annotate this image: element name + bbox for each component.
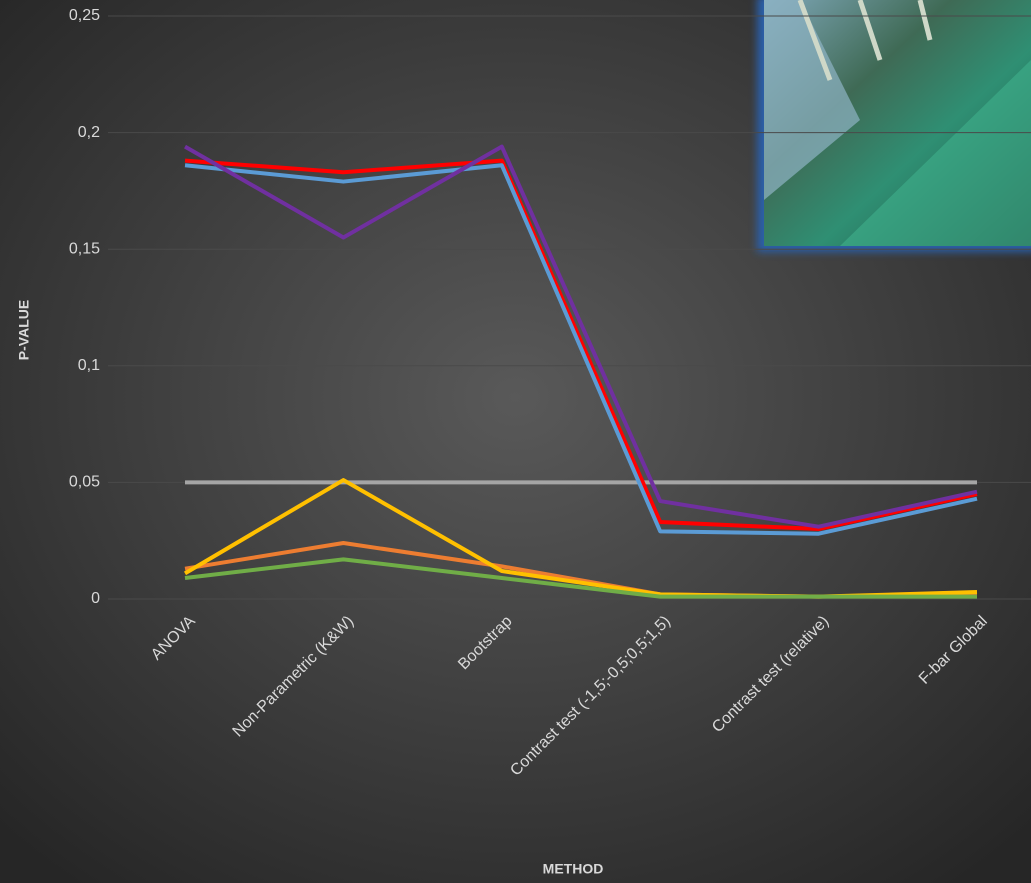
series-line bbox=[184, 144, 978, 529]
y-tick-label: 0,25 bbox=[69, 7, 100, 24]
x-axis-title: METHOD bbox=[543, 861, 604, 877]
photo-inset bbox=[757, 0, 1031, 252]
y-tick-label: 0,2 bbox=[78, 124, 100, 141]
y-tick-label: 0 bbox=[91, 590, 100, 607]
y-tick-label: 0,1 bbox=[78, 357, 100, 374]
y-tick-label: 0,05 bbox=[69, 474, 100, 491]
series-line bbox=[184, 163, 978, 536]
series-line bbox=[184, 557, 977, 599]
y-axis-title: P-VALUE bbox=[16, 300, 32, 360]
y-tick-label: 0,15 bbox=[69, 240, 100, 257]
series-line bbox=[184, 158, 978, 532]
